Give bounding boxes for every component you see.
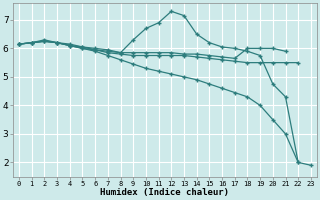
X-axis label: Humidex (Indice chaleur): Humidex (Indice chaleur) [100,188,229,197]
